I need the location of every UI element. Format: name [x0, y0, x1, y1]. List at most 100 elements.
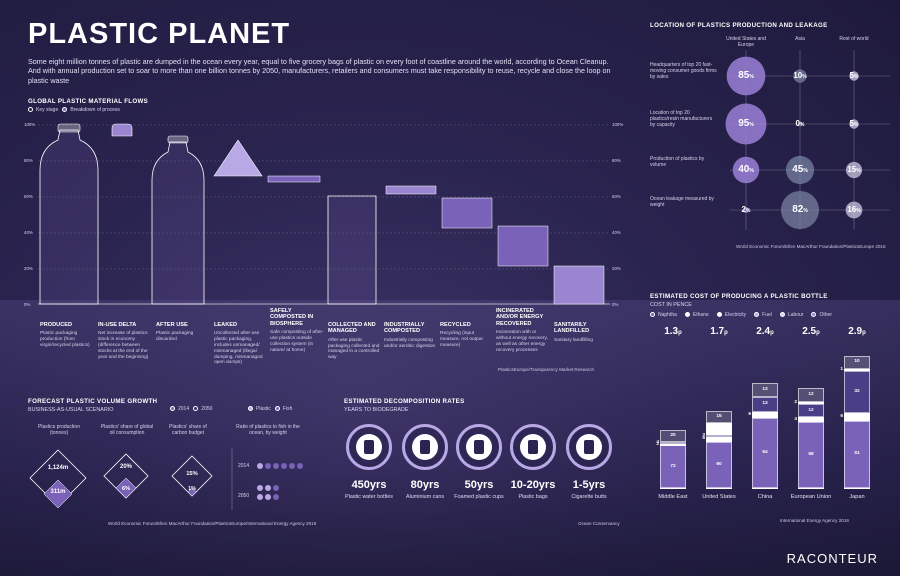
cost-bar-segment — [752, 411, 778, 419]
breakdown-dot — [62, 107, 68, 113]
cost-legend: Naphtha Ethane Electricity Fuel Labour Other — [650, 312, 840, 318]
cost-segment-label-small: 4 — [656, 439, 659, 445]
flow-stage: IN-USE DELTA Net increase of plastics sto… — [98, 322, 152, 360]
y-tick-right: 100% — [612, 122, 624, 127]
flow-stage-desc: Sanitary landfilling — [554, 337, 593, 343]
decomp-value: 50yrs — [464, 479, 494, 491]
location-bubble — [780, 190, 820, 230]
cost-legend-label: Ethane — [692, 312, 709, 318]
cost-bar-segment — [844, 370, 870, 413]
cost-total-unit: p — [816, 330, 820, 336]
leaked-shape — [213, 139, 263, 177]
location-bubble — [743, 207, 749, 213]
recycled-shape — [441, 197, 493, 229]
in-use-delta-shape — [111, 123, 133, 137]
cost-segment-label-small: 1 — [840, 366, 843, 372]
cost-bar-segment — [798, 387, 824, 402]
cost-segment-label: 20 — [670, 432, 676, 438]
cost-total-unit: p — [678, 330, 682, 336]
legend-fish-dot — [274, 406, 280, 412]
legend-2050-dot — [193, 406, 199, 412]
y-tick-left: 40% — [24, 230, 33, 235]
cost-bar-segment — [706, 423, 732, 435]
cost-bar-segment — [660, 443, 686, 446]
cost-legend-dot — [684, 312, 690, 318]
growth-v2-2050: 20% — [119, 464, 132, 470]
decomp-value: 450yrs — [351, 479, 387, 491]
flow-stage-label: SAFELY COMPOSTED IN BIOSPHERE — [270, 308, 314, 327]
cost-segment-label: 13 — [762, 401, 768, 407]
cost-bar-segment — [798, 403, 824, 418]
location-value: 45% — [776, 164, 824, 175]
cost-total-unit: p — [770, 330, 774, 336]
cost-legend-dot — [779, 312, 785, 318]
growth-legend-years: 2014 2050 — [170, 406, 212, 412]
cost-category: European Union — [790, 494, 832, 500]
location-value: 15% — [830, 165, 878, 174]
location-value: 0% — [776, 119, 824, 128]
y-tick-right: 0% — [612, 302, 619, 307]
cost-bar-baseline — [844, 488, 870, 489]
decomp-label: Aluminium cans — [405, 494, 445, 500]
cost-bar-segment — [844, 355, 870, 369]
location-value: 2% — [722, 205, 770, 214]
location-value: 95% — [722, 118, 770, 129]
key-stage-dot — [28, 107, 33, 113]
location-value-percent: % — [749, 122, 754, 128]
cost-bar-segment — [844, 420, 870, 488]
flow-stage-desc: Uncollected after-use plastic packaging,… — [214, 331, 263, 366]
location-value-percent: % — [856, 208, 861, 214]
cigarette-icon — [584, 440, 594, 454]
location-value: 5% — [830, 119, 878, 128]
cost-segment-label: 13 — [762, 387, 768, 393]
location-bubble — [845, 161, 863, 179]
location-value-number: 0 — [795, 119, 800, 128]
location-value-percent: % — [802, 74, 807, 80]
cost-bar-segment — [798, 422, 824, 488]
growth-subtitle: BUSINESS-AS-USUAL SCENARIO — [28, 407, 114, 413]
bottle-icon — [364, 440, 374, 454]
location-title: LOCATION OF PLASTICS PRODUCTION AND LEAK… — [650, 22, 828, 29]
location-row-label: Headquarters of top 20 fast-moving consu… — [650, 62, 717, 81]
location-value-number: 40 — [738, 164, 750, 175]
bottle-after-use — [151, 135, 205, 305]
cost-segment-label: 10 — [854, 359, 860, 365]
cost-segment-label: 32 — [854, 388, 860, 394]
breakdown-label: Breakdown of process — [70, 107, 120, 113]
growth-diagram — [29, 448, 303, 510]
flow-stage: SAFELY COMPOSTED IN BIOSPHERE Safe compos… — [270, 308, 324, 353]
cost-source: International Energy Agency 2016 — [780, 518, 849, 523]
location-column-header: United States and Europe — [726, 36, 766, 49]
cost-legend-dot — [754, 312, 760, 318]
cost-bar-segment — [706, 411, 732, 423]
growth-v3-2050: 15% — [186, 471, 198, 477]
cost-bar-segment — [660, 441, 686, 444]
bag-icon — [528, 440, 538, 454]
cost-category: United States — [702, 494, 736, 500]
page-title: PLASTIC PLANET — [28, 18, 291, 50]
decomp-value: 1-5yrs — [572, 479, 606, 491]
legend-2014-label: 2014 — [178, 406, 190, 412]
growth-legend-items: Plastic Fish — [248, 406, 292, 412]
location-source: World Economic Forum/Ellen MacArthur Fou… — [736, 244, 886, 249]
industrial-composted-shape — [385, 185, 437, 195]
growth-year-2014: 2014 — [238, 463, 250, 469]
location-bubble — [845, 201, 863, 219]
location-bubble — [725, 103, 767, 145]
decomp-ring — [346, 424, 392, 470]
growth-year-2050: 2050 — [238, 493, 250, 499]
y-tick-left: 100% — [24, 122, 36, 127]
decomp-label: Plastic bags — [518, 494, 548, 500]
bottle-produced — [39, 123, 99, 305]
cost-segment-label-small: 3 — [702, 432, 705, 438]
legend-2014-dot — [170, 406, 175, 412]
flow-stage-desc: Recycling (input measure, not output mea… — [440, 331, 483, 348]
cost-segment-label-small: 6 — [702, 436, 705, 442]
location-value-number: 85 — [738, 70, 750, 81]
legend-plastic-dot — [248, 406, 253, 412]
decomp-subtitle: YEARS TO BIODEGRADE — [344, 407, 409, 413]
flow-stage: INCINERATED AND/OR ENERGY RECOVERED Incin… — [496, 308, 550, 353]
flow-stage: COLLECTED AND MANAGED After-use plastic p… — [328, 322, 382, 361]
cost-legend-label: Naphtha — [658, 312, 677, 318]
cost-bar-segment — [706, 434, 732, 437]
